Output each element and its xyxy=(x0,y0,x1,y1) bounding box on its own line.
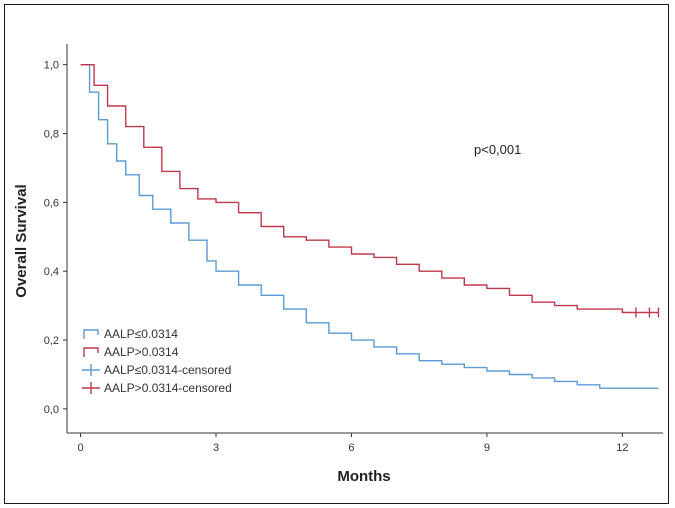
x-tick-label: 3 xyxy=(213,442,219,454)
legend-label: AALP≤0.0314-censored xyxy=(104,363,231,377)
survival-curve-aalp-high xyxy=(80,64,659,314)
y-tick-label: 0,6 xyxy=(44,197,59,209)
axes: 0,0 0,2 0,4 0,6 0,8 1,0 0 3 6 9 12 xyxy=(44,44,663,454)
series-layer xyxy=(80,64,660,389)
survival-curve-aalp-low xyxy=(80,64,659,389)
p-value-annotation: p<0,001 xyxy=(474,142,521,157)
legend: AALP≤0.0314 AALP>0.0314 AALP≤0.0314-censor… xyxy=(82,327,232,395)
legend-label: AALP≤0.0314 xyxy=(104,327,178,341)
legend-label: AALP>0.0314-censored xyxy=(104,381,232,395)
x-axis-title: Months xyxy=(337,468,390,485)
chart-frame xyxy=(4,4,669,504)
x-tick-label: 0 xyxy=(77,442,83,454)
y-tick-label: 1,0 xyxy=(44,60,59,72)
legend-step-symbol xyxy=(83,347,99,357)
legend-label: AALP>0.0314 xyxy=(104,345,179,359)
legend-item: AALP≤0.0314-censored xyxy=(82,363,231,377)
y-tick-label: 0,0 xyxy=(44,404,59,416)
y-tick-label: 0,2 xyxy=(44,335,59,347)
y-axis-title: Overall Survival xyxy=(13,184,30,297)
y-tick-label: 0,4 xyxy=(44,266,59,278)
x-tick-label: 12 xyxy=(616,442,628,454)
legend-item: AALP>0.0314-censored xyxy=(82,381,232,395)
legend-step-symbol xyxy=(83,329,99,339)
x-tick-label: 9 xyxy=(484,442,490,454)
y-tick-label: 0,8 xyxy=(44,129,59,141)
legend-item: AALP≤0.0314 xyxy=(83,327,178,341)
legend-item: AALP>0.0314 xyxy=(83,345,179,359)
x-tick-label: 6 xyxy=(348,442,354,454)
